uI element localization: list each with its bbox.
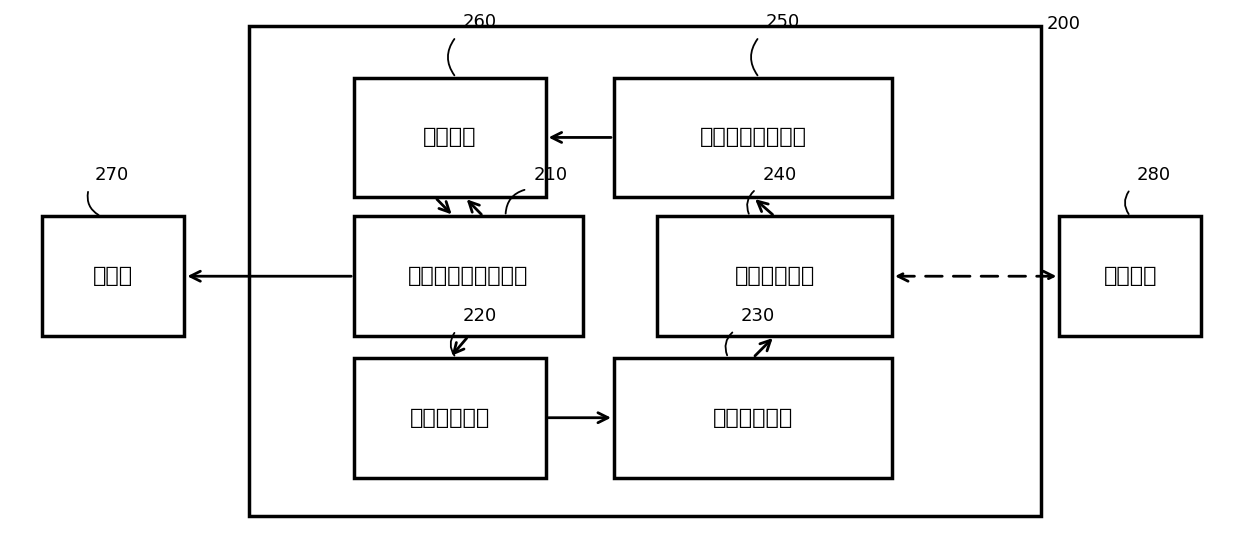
Text: 获取配置文件的单元: 获取配置文件的单元 [408, 266, 528, 286]
Text: 测试结果输出单元: 测试结果输出单元 [699, 127, 806, 148]
Bar [614, 78, 893, 197]
Bar [657, 217, 893, 336]
Text: 存储单元: 存储单元 [423, 127, 476, 148]
Text: 230: 230 [740, 307, 775, 325]
Bar [614, 358, 893, 478]
Bar [249, 26, 1040, 516]
Text: 200: 200 [1047, 15, 1081, 33]
Text: 显示器: 显示器 [93, 266, 134, 286]
Bar [353, 217, 583, 336]
Bar [353, 358, 546, 478]
Text: 250: 250 [765, 13, 800, 31]
Text: 270: 270 [94, 166, 129, 184]
Bar [1059, 217, 1202, 336]
Text: 240: 240 [763, 166, 796, 184]
Text: 验证处理单元: 验证处理单元 [734, 266, 815, 286]
Text: 220: 220 [463, 307, 496, 325]
Text: 接收控制单元: 接收控制单元 [713, 408, 794, 428]
Text: 被测设备: 被测设备 [1104, 266, 1157, 286]
Text: 210: 210 [533, 166, 568, 184]
Bar [353, 78, 546, 197]
Bar [42, 217, 185, 336]
Text: 260: 260 [463, 13, 496, 31]
Text: 280: 280 [1137, 166, 1171, 184]
Text: 发送控制单元: 发送控制单元 [409, 408, 490, 428]
